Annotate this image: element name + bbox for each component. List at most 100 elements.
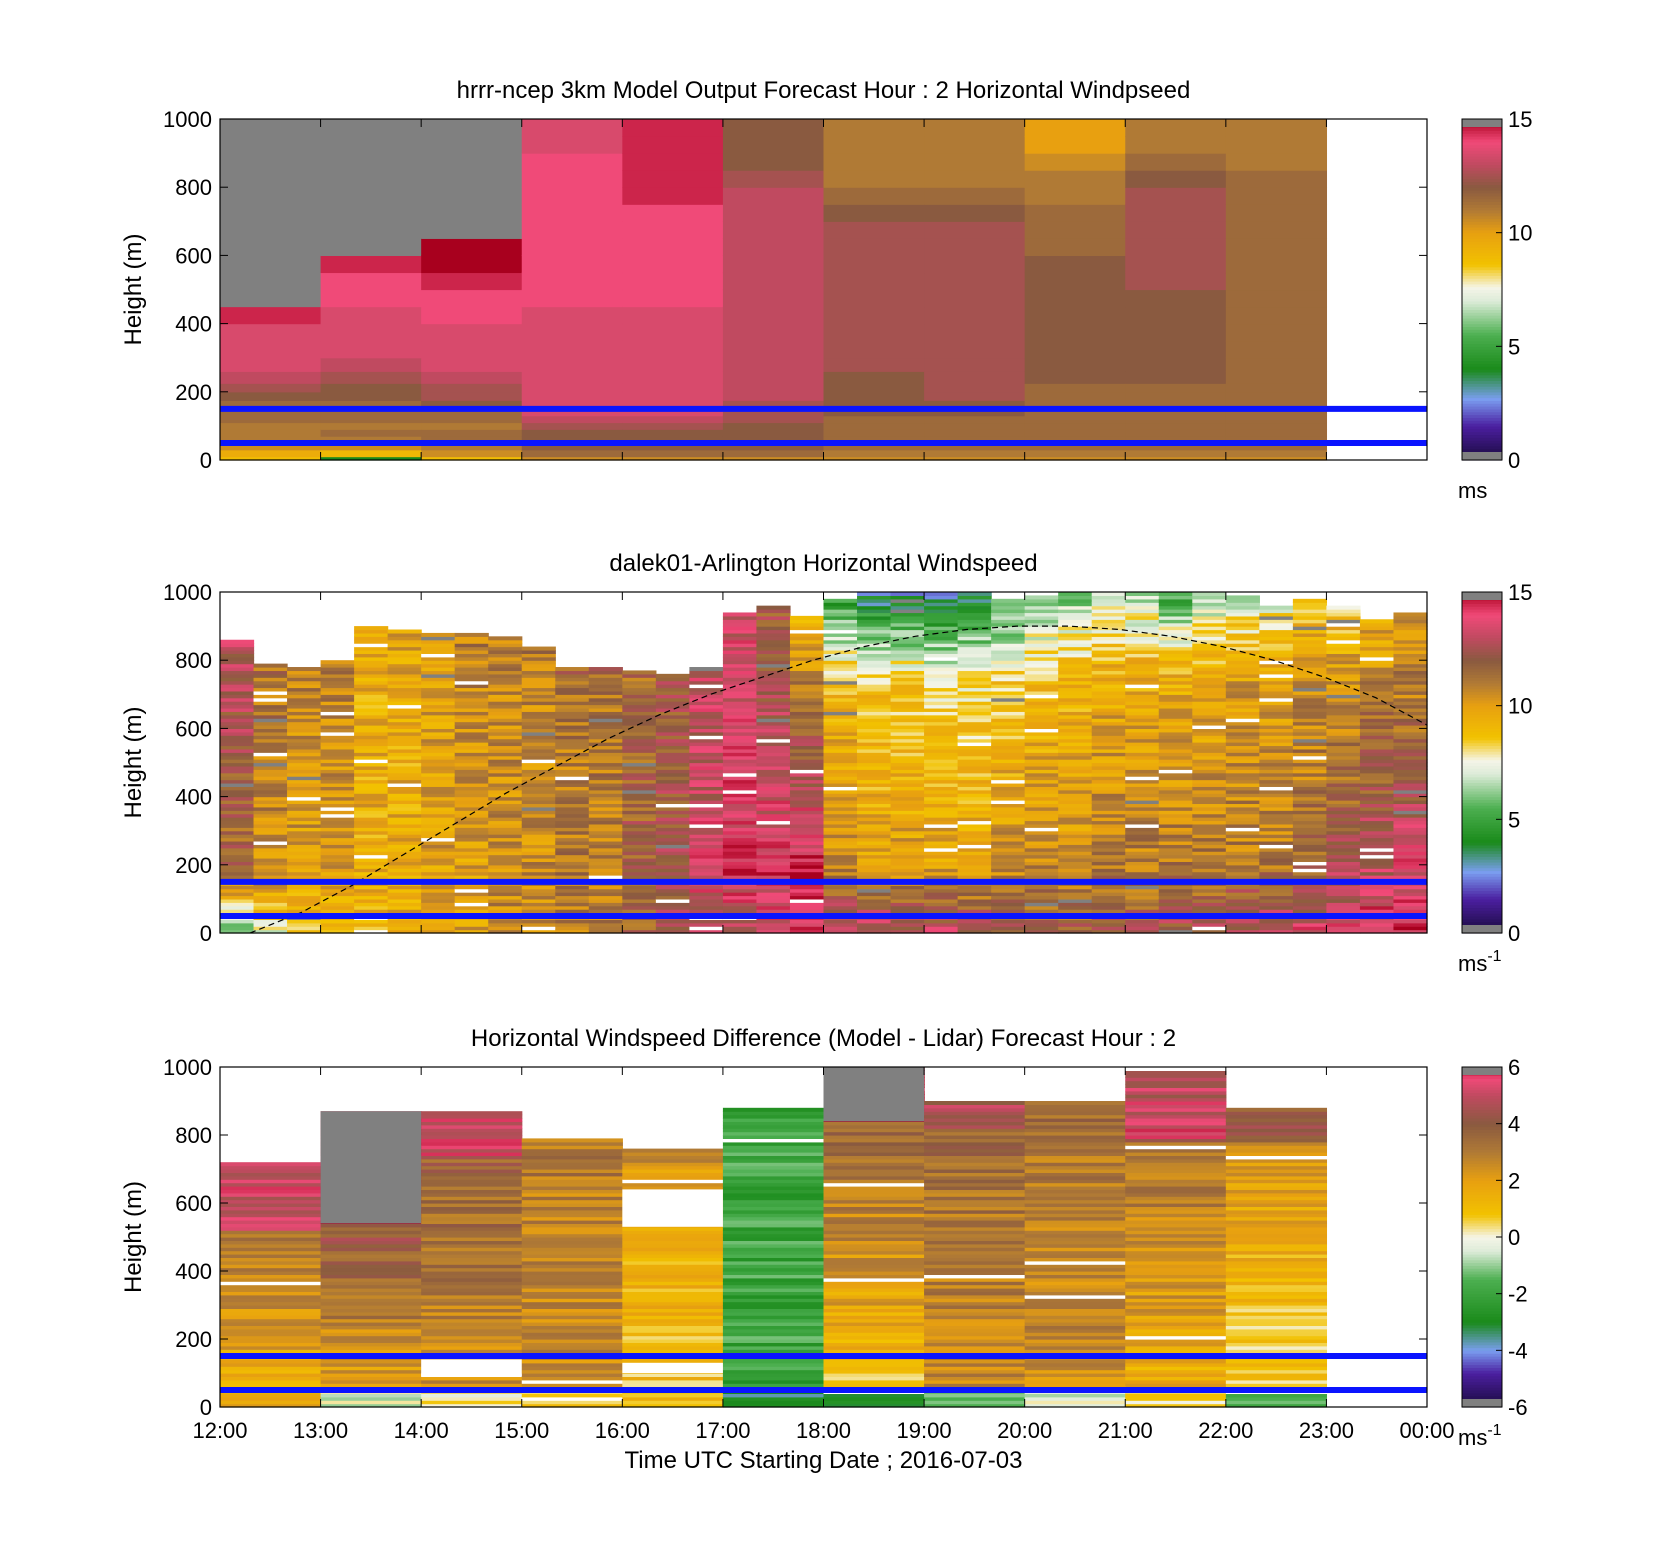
heatmap-cell [1091,919,1126,924]
heatmap-cell [521,1233,623,1238]
heatmap-cell [1158,629,1193,634]
heatmap-cell [924,1165,1026,1170]
colorbar-segment [1462,394,1502,399]
heatmap-cell [1158,847,1193,852]
heatmap-cell [1259,684,1294,689]
colorbar-segment [1462,819,1502,823]
heatmap-cell [1393,823,1428,828]
heatmap-cell [521,782,556,787]
heatmap-cell [1058,875,1093,880]
heatmap-cell [823,745,858,750]
heatmap-cell [823,728,858,733]
heatmap-cell [220,714,255,719]
heatmap-cell [1192,847,1227,852]
heatmap-cell [722,1291,825,1296]
heatmap-cell [957,762,992,767]
heatmap-cell [1158,892,1193,897]
heatmap-cell [1158,868,1193,873]
heatmap-cell [253,895,288,900]
heatmap-cell [253,851,288,856]
heatmap-cell [789,840,825,845]
heatmap-cell [1125,1118,1227,1122]
heatmap-cell [220,888,255,893]
heatmap-cell [823,701,858,706]
heatmap-cell [924,1335,1026,1340]
heatmap-cell [1024,1322,1126,1326]
heatmap-cell [957,779,992,784]
heatmap-cell [1292,646,1328,651]
heatmap-cell [1158,592,1193,597]
heatmap-cell [521,1308,623,1313]
heatmap-cell [220,1339,322,1343]
x-tick-label: 12:00 [192,1418,247,1443]
colorbar-segment [1462,144,1502,149]
heatmap-cell [387,735,422,740]
heatmap-cell [387,721,422,726]
heatmap-cell [756,677,791,682]
heatmap-cell [789,922,825,927]
heatmap-cell [220,902,255,907]
heatmap-cell [722,871,758,876]
heatmap-cell [1393,636,1428,641]
heatmap-cell [320,1230,422,1235]
heatmap-cell [1393,926,1428,931]
heatmap-cell [354,738,389,743]
heatmap-cell [287,697,322,702]
heatmap-cell [1158,636,1193,641]
heatmap-cell [287,834,322,839]
heatmap-cell [789,892,825,897]
heatmap-cell [957,711,992,716]
heatmap-cell [823,1284,925,1289]
heatmap-cell [421,1175,523,1180]
heatmap-cell [1192,926,1227,931]
heatmap-cell [924,626,959,631]
heatmap-cell [1125,1257,1227,1262]
heatmap-cell [421,1223,523,1228]
heatmap-cell [287,830,322,835]
heatmap-cell [521,1250,623,1255]
heatmap-cell [287,677,322,682]
heatmap-cell [421,1254,523,1258]
heatmap-cell [789,765,825,770]
heatmap-cell [354,629,389,634]
heatmap-cell [220,1328,322,1333]
heatmap-cell [957,636,992,641]
heatmap-cell [1259,701,1294,706]
heatmap-cell [1225,1332,1328,1337]
heatmap-cells [220,119,1328,461]
colorbar-segment [1462,158,1502,163]
heatmap-cell [991,735,1026,740]
heatmap-cell [1024,844,1059,849]
heatmap-cell [253,803,288,808]
heatmap-cell [421,272,523,291]
heatmap-cell [320,844,355,849]
heatmap-cell [320,793,355,798]
heatmap-cell [320,383,422,393]
colorbar-segment [1462,859,1502,863]
heatmap-cell [689,714,724,719]
heatmap-cell [521,408,623,417]
heatmap-cell [924,1243,1026,1248]
heatmap-cell [890,714,925,719]
heatmap-cell [890,609,925,614]
heatmap-cell [1292,704,1328,709]
heatmap-cell [454,677,489,682]
heatmap-cell [1024,422,1126,430]
heatmap-cell [421,670,456,675]
colorbar-segment [1462,643,1502,647]
heatmap-cell [857,813,892,818]
heatmap-cell [454,926,489,931]
heatmap-cell [454,837,489,842]
heatmap-cell [890,619,925,624]
heatmap-cell [722,1260,825,1265]
heatmap-cell [488,670,523,675]
heatmap-cell [521,871,556,876]
heatmap-cell [722,1403,825,1408]
heatmap-cell [588,752,623,757]
heatmap-cell [1125,1135,1227,1139]
heatmap-cell [320,1403,422,1408]
heatmap-cell [454,898,489,903]
heatmap-cell [387,851,422,856]
heatmap-cell [991,602,1026,607]
heatmap-cell [421,813,456,818]
